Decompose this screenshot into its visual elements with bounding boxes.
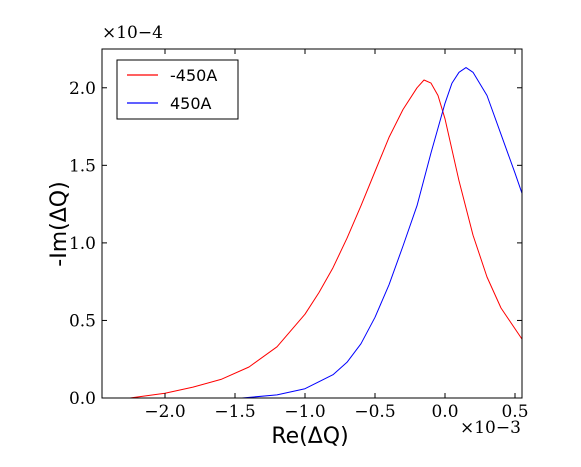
legend-box — [116, 59, 239, 120]
legend: -450A 450A — [116, 59, 239, 120]
x-tick-label: −1.5 — [214, 402, 255, 422]
y-tick-label: 0.0 — [69, 389, 96, 409]
y-tick-label: 0.5 — [69, 311, 96, 331]
y-tick-label: 1.5 — [69, 156, 96, 176]
x-tick-label: −1.0 — [284, 402, 325, 422]
y-tick-label: 2.0 — [69, 79, 96, 99]
x-tick-label: 0.5 — [501, 402, 528, 422]
series-line-450a — [241, 67, 523, 399]
x-tick-label: 0.0 — [431, 402, 458, 422]
y-multiplier: ×10−4 — [102, 23, 163, 43]
legend-label-neg450a: -450A — [170, 66, 217, 85]
x-axis-label: Re(ΔQ) — [271, 424, 348, 449]
y-tick-label: 1.0 — [69, 234, 96, 254]
x-tick-label: −0.5 — [354, 402, 395, 422]
series-line-neg450a — [129, 79, 523, 399]
x-axis-multiplier: ×10−3 — [460, 418, 521, 438]
legend-label-450a: 450A — [170, 94, 212, 113]
y-axis-multiplier: ×10−4 — [102, 23, 163, 43]
plot-frame — [101, 48, 523, 399]
x-tick-label: −2.0 — [144, 402, 185, 422]
y-axis-label: -Im(ΔQ) — [47, 181, 72, 266]
